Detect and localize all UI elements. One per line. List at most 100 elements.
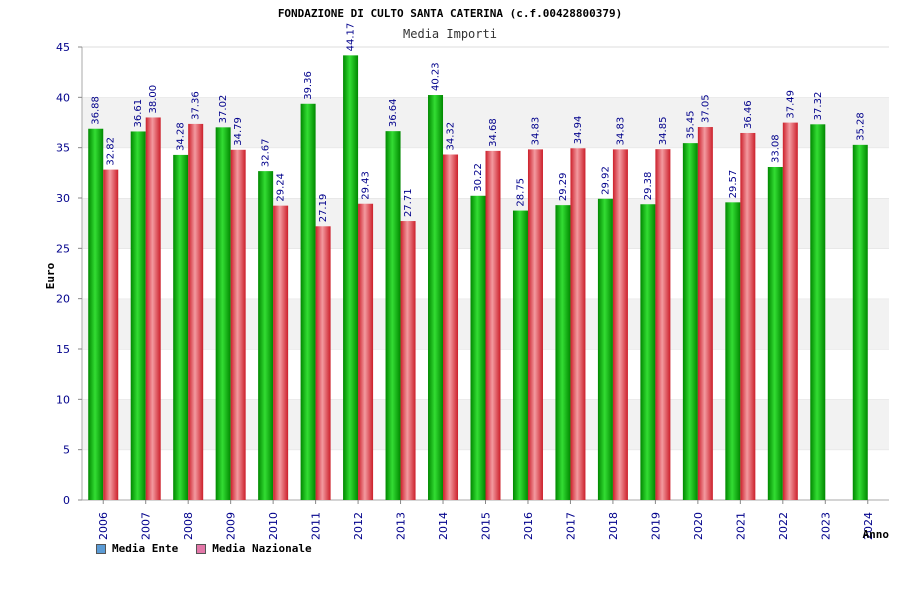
x-tick-label: 2013 [395, 512, 408, 540]
legend-label-media-ente: Media Ente [112, 542, 179, 555]
bar-media-nazionale [740, 132, 756, 500]
data-label: 36.88 [91, 96, 102, 125]
bar-media-ente [597, 198, 613, 500]
data-label: 34.32 [446, 122, 457, 151]
bars: 36.88 32.82 36.61 38.00 34.28 37.36 37.02 34.79… [88, 23, 868, 501]
data-label: 34.85 [658, 117, 669, 146]
y-tick-label: 40 [56, 91, 70, 104]
legend-item-media-nazionale: Media Nazionale [196, 542, 312, 555]
data-label: 33.08 [770, 134, 781, 163]
bar-media-nazionale [527, 149, 543, 501]
data-label: 34.28 [176, 122, 187, 151]
data-label: 37.05 [700, 94, 711, 123]
y-tick-label: 45 [56, 41, 70, 54]
x-tick-label: 2007 [140, 512, 153, 540]
x-tick-label: 2017 [564, 512, 577, 540]
bar-media-nazionale [103, 169, 119, 500]
data-label: 44.17 [346, 23, 357, 52]
bar-media-nazionale [570, 148, 586, 500]
data-label: 36.64 [388, 99, 399, 128]
x-tick-label: 2019 [649, 512, 662, 540]
y-tick-label: 35 [56, 142, 70, 155]
x-tick-label: 2020 [692, 512, 705, 540]
bar-media-nazionale [230, 149, 246, 500]
chart-title: FONDAZIONE DI CULTO SANTA CATERINA (c.f.… [278, 7, 622, 20]
bar-media-ente [428, 95, 444, 500]
y-tick-label: 5 [63, 444, 70, 457]
bar-media-nazionale [145, 117, 161, 500]
x-axis: 2006 2007 2008 2009 2010 2011 2012 2013 2014 2015… [97, 500, 875, 540]
data-label: 29.24 [276, 173, 287, 202]
bar-media-nazionale [697, 127, 713, 500]
data-label: 32.82 [106, 137, 117, 166]
data-label: 34.94 [573, 116, 584, 145]
legend-swatch-media-nazionale [196, 543, 207, 554]
data-label: 34.83 [530, 117, 541, 146]
y-tick-label: 20 [56, 293, 70, 306]
y-axis-label: Euro [44, 262, 57, 289]
grid-band [82, 47, 889, 98]
bar-media-ente [810, 124, 826, 500]
y-tick-label: 25 [56, 242, 70, 255]
x-tick-label: 2016 [522, 512, 535, 540]
x-tick-label: 2022 [777, 512, 790, 540]
bar-media-ente [258, 171, 274, 500]
bar-media-nazionale [655, 149, 671, 500]
bar-media-ente [767, 166, 783, 500]
bar-media-ente [555, 205, 571, 500]
x-tick-label: 2006 [97, 512, 110, 540]
bar-media-nazionale [485, 150, 501, 500]
legend-label-media-nazionale: Media Nazionale [212, 542, 312, 555]
data-label: 34.83 [615, 117, 626, 146]
data-label: 28.75 [515, 178, 526, 207]
y-tick-label: 0 [63, 494, 70, 507]
data-label: 37.49 [785, 90, 796, 119]
x-tick-label: 2024 [862, 512, 875, 540]
bar-media-ente [512, 210, 528, 501]
bar-media-ente [385, 131, 401, 500]
x-tick-label: 2012 [352, 512, 365, 540]
data-label: 37.36 [191, 91, 202, 120]
legend: Media Ente Media Nazionale [96, 542, 312, 555]
legend-item-media-ente: Media Ente [96, 542, 178, 555]
bar-media-nazionale [358, 203, 374, 500]
bar-media-ente [173, 154, 189, 500]
x-tick-label: 2009 [225, 512, 238, 540]
y-tick-label: 10 [56, 393, 70, 406]
bar-media-ente [640, 204, 656, 500]
data-label: 35.45 [685, 110, 696, 139]
legend-swatch-media-ente [96, 543, 106, 554]
bar-media-nazionale [400, 221, 416, 500]
bar-media-nazionale [273, 205, 289, 500]
y-tick-label: 15 [56, 343, 70, 356]
y-tick-label: 30 [56, 192, 70, 205]
bar-media-nazionale [188, 123, 204, 500]
bar-media-nazionale [612, 149, 628, 501]
data-label: 29.29 [558, 173, 569, 202]
x-tick-label: 2011 [310, 512, 323, 540]
data-label: 29.43 [361, 171, 372, 200]
x-tick-label: 2015 [480, 512, 493, 540]
data-label: 37.32 [813, 92, 824, 121]
data-label: 36.46 [743, 100, 754, 129]
x-tick-label: 2010 [267, 512, 280, 540]
data-label: 32.67 [261, 138, 272, 167]
data-label: 34.68 [488, 118, 499, 147]
x-tick-label: 2018 [607, 512, 620, 540]
data-label: 27.71 [403, 188, 414, 217]
bar-media-ente [725, 202, 741, 500]
data-label: 29.92 [600, 166, 611, 195]
data-label: 39.36 [303, 71, 314, 100]
x-tick-label: 2021 [734, 512, 747, 540]
bar-media-nazionale [443, 154, 459, 500]
x-axis-label: Anno [863, 528, 890, 541]
bar-media-ente [300, 103, 316, 500]
bar-media-ente [88, 128, 104, 500]
data-label: 30.22 [473, 163, 484, 192]
x-tick-label: 2008 [182, 512, 195, 540]
bar-media-nazionale [315, 226, 331, 500]
bar-media-nazionale [782, 122, 798, 500]
bar-media-ente [343, 55, 359, 500]
bar-media-ente [852, 144, 868, 500]
